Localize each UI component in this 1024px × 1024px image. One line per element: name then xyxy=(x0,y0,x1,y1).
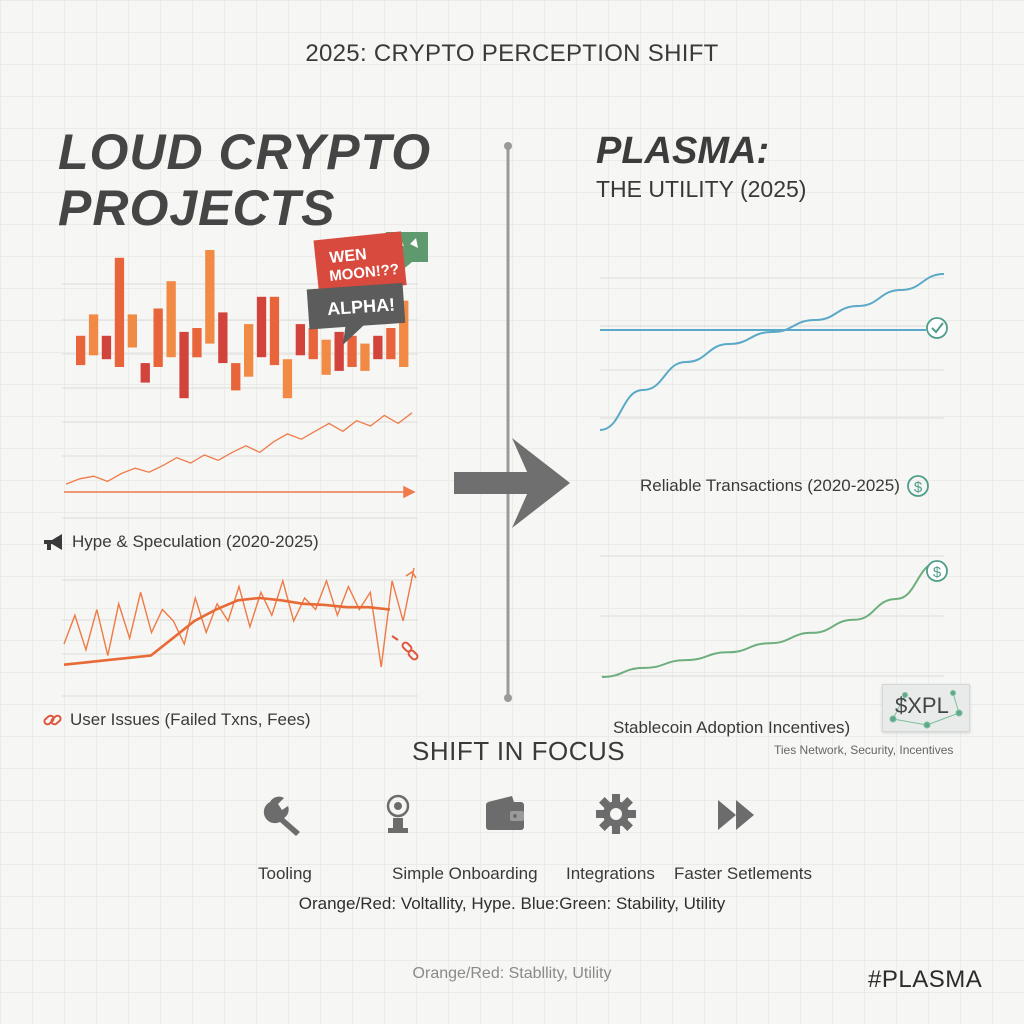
bubble-alpha-text: ALPHA! xyxy=(326,294,395,319)
chain-link-icon xyxy=(43,714,62,726)
reliable-gridlines xyxy=(600,277,944,419)
loud-title-line1: LOUD CRYPTO xyxy=(58,124,432,180)
hashtag: #PLASMA xyxy=(868,966,983,993)
page-title: 2025: CRYPTO PERCEPTION SHIFT xyxy=(305,40,719,67)
hype-bar xyxy=(114,257,125,367)
fast-forward-icon xyxy=(716,798,756,832)
issues-caption: User Issues (Failed Txns, Fees) xyxy=(42,710,311,730)
svg-text:$: $ xyxy=(914,479,923,496)
shift-arrow-icon xyxy=(454,438,570,528)
hype-trend-line xyxy=(65,412,413,485)
hype-bar xyxy=(153,308,163,367)
hype-bar xyxy=(101,335,112,360)
hype-bar xyxy=(295,324,305,356)
hype-bar xyxy=(399,300,409,367)
focus-label-onboarding: Simple Onboarding xyxy=(392,864,538,883)
focus-label-integrations: Integrations xyxy=(566,864,655,883)
footer-note: Orange/Red: Stabllity, Utility xyxy=(412,965,612,982)
hype-bar xyxy=(269,296,280,366)
wallet-icon xyxy=(482,794,528,834)
hype-bar xyxy=(347,335,357,367)
hype-bar xyxy=(373,335,383,360)
xpl-badge: $XPL xyxy=(882,684,970,732)
hype-bar xyxy=(179,331,189,399)
issues-gridlines xyxy=(62,579,418,697)
speech-bubble-alpha: ALPHA! xyxy=(306,282,406,346)
issues-volatile-line xyxy=(63,567,415,668)
hype-bar xyxy=(76,335,86,366)
xpl-badge-label: $XPL xyxy=(895,693,949,718)
hype-bar xyxy=(360,343,370,371)
hype-bar xyxy=(244,324,254,377)
wrench-icon xyxy=(262,792,308,838)
checkmark-icon xyxy=(926,317,948,339)
issues-smoothed-line xyxy=(63,596,391,666)
stablecoin-caption: Stablecoin Adoption Incentives) xyxy=(613,718,850,738)
plasma-subtitle: THE UTILITY (2025) xyxy=(596,176,807,202)
focus-label-tooling: Tooling xyxy=(258,864,312,883)
hype-bars xyxy=(76,250,409,399)
network-nodes-icon xyxy=(889,690,963,729)
hype-bar xyxy=(282,359,293,399)
hype-bar xyxy=(386,328,396,360)
hype-bar xyxy=(218,312,228,364)
issues-arrowhead xyxy=(405,570,417,579)
color-legend: Orange/Red: Voltallity, Hype. Blue:Green… xyxy=(298,894,726,913)
hype-caption: Hype & Speculation (2020-2025) xyxy=(42,532,319,552)
hype-baseline-arrow xyxy=(64,485,416,499)
hype-bar xyxy=(166,281,176,358)
onboarding-icon xyxy=(378,792,418,838)
hype-bar xyxy=(127,314,137,348)
hype-bar xyxy=(205,250,215,344)
reliable-caption: Reliable Transactions (2020-2025) $ xyxy=(640,474,930,498)
shift-in-focus-title: SHIFT IN FOCUS xyxy=(412,736,626,766)
hype-bar xyxy=(140,363,150,383)
hype-bar xyxy=(192,328,202,358)
hype-bar xyxy=(256,296,267,358)
loud-title-line2: PROJECTS xyxy=(58,180,336,236)
bubble-wen-text: WEN xyxy=(329,246,368,267)
hype-bar xyxy=(308,328,318,360)
stablecoin-gridlines xyxy=(600,555,944,677)
reliable-growth-line xyxy=(599,273,945,431)
hype-bar xyxy=(88,314,99,356)
stablecoin-adoption-line xyxy=(601,561,939,678)
megaphone-icon xyxy=(44,534,62,550)
dollar-coin-icon: $ xyxy=(926,560,948,582)
stablecoin-caption-text: Stablecoin Adoption Incentives) xyxy=(613,718,851,737)
issues-caption-text: User Issues (Failed Txns, Fees) xyxy=(70,710,311,729)
hype-bar xyxy=(231,363,241,391)
plasma-title: PLASMA: xyxy=(596,130,770,172)
gear-icon xyxy=(594,792,638,836)
dollar-icon: $ xyxy=(906,475,929,497)
hype-bar xyxy=(334,331,344,371)
focus-label-settlements: Faster Setlements xyxy=(674,864,812,883)
divider-bottom-dot xyxy=(504,694,512,702)
badge-note: Ties Network, Security, Incentives xyxy=(774,743,954,757)
hype-caption-text: Hype & Speculation (2020-2025) xyxy=(72,532,319,551)
broken-link-icon xyxy=(391,635,419,661)
divider-top-dot xyxy=(504,142,512,150)
hype-bar xyxy=(321,339,331,375)
loud-crypto-title: LOUD CRYPTO PROJECTS xyxy=(58,124,431,236)
reliable-caption-text: Reliable Transactions (2020-2025) xyxy=(640,476,900,495)
svg-text:$: $ xyxy=(933,564,942,581)
